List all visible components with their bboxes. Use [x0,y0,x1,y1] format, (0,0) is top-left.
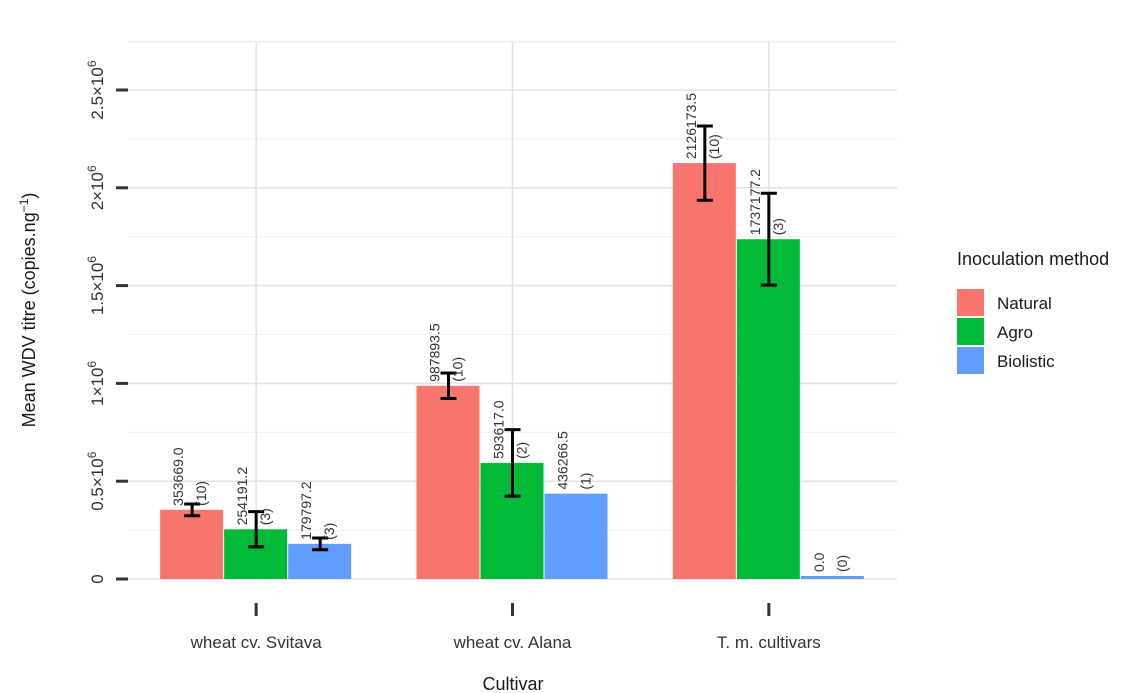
bar [416,385,480,579]
grid-lines [128,40,897,580]
y-tick-exponent: 6 [85,451,99,458]
legend: Inoculation method Natural Agro Biolistic [957,249,1109,374]
y-tick-mantissa: 2×10 [88,172,107,210]
bar-value-label: 987893.5 [427,323,443,382]
y-tick-label: 1.5×106 [85,256,107,315]
y-tick-label: 0.5×106 [85,451,107,510]
y-tick-exponent: 6 [85,256,99,263]
bar [800,576,864,579]
legend-label: Biolistic [997,352,1055,371]
bar-value-label: 0.0 [811,552,827,572]
bar-value-label: 436266.5 [555,431,571,490]
y-tick-exponent: 6 [85,60,99,67]
y-tick-mantissa: 0.5×10 [88,458,107,510]
bar-value-label: 353669.0 [170,447,186,506]
bar-value-label: 1737177.2 [747,169,763,235]
y-tick-mantissa: 0 [88,574,107,583]
legend-title: Inoculation method [957,249,1109,269]
y-tick-label: 1×106 [85,361,107,406]
bar-value-label: 593617.0 [491,400,507,459]
y-axis-title-main: Mean WDV titre (copies.ng [19,212,39,427]
y-axis-title-close: ) [19,193,39,199]
bar-count-label: (10) [193,481,209,506]
bar-count-label: (1) [578,473,594,490]
x-axis-title: Cultivar [482,674,543,693]
y-tick-mantissa: 1.5×10 [88,263,107,315]
legend-swatch [957,289,984,316]
bar-count-label: (3) [257,508,273,525]
x-tick-label: wheat cv. Svitava [190,633,323,652]
x-axis: wheat cv. Svitava wheat cv. Alana T. m. cu… [190,603,821,652]
legend-label: Natural [997,294,1052,313]
bar-value-label: 179797.2 [298,481,314,540]
y-axis-title: Mean WDV titre (copies.ng−1) [17,193,39,428]
bar-value-label: 254191.2 [234,467,250,526]
bar-count-label: (10) [706,134,722,159]
y-axis-title-exponent: −1 [17,198,31,212]
y-tick-label: 2.5×106 [85,60,107,119]
bar-labels: 353669.0 (10) 987893.5 (10) 2126173.5 (10) 254… [170,93,850,572]
y-tick-exponent: 6 [85,165,99,172]
y-tick-mantissa: 2.5×10 [88,67,107,119]
bar-count-label: (3) [321,523,337,540]
y-tick-mantissa: 1×10 [88,368,107,406]
legend-label: Agro [997,323,1033,342]
error-bars [184,124,777,552]
bar [160,509,224,579]
x-tick-label: T. m. cultivars [717,633,821,652]
legend-swatch [957,318,984,345]
x-tick-label: wheat cv. Alana [453,633,572,652]
bar-count-label: (2) [514,442,530,459]
bar-count-label: (10) [450,357,466,382]
bar-value-label: 2126173.5 [683,93,699,159]
y-tick-label: 2×106 [85,165,107,210]
y-tick-label: 0 [88,574,107,583]
bar-count-label: (3) [770,218,786,235]
y-tick-exponent: 6 [85,361,99,368]
bar [544,493,608,579]
legend-swatch [957,347,984,374]
bar-count-label: (0) [834,555,850,572]
bar [736,239,800,580]
bars [160,163,864,580]
bar [672,163,736,579]
